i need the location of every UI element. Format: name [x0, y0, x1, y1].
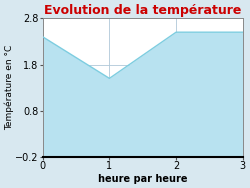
- Title: Evolution de la température: Evolution de la température: [44, 4, 242, 17]
- X-axis label: heure par heure: heure par heure: [98, 174, 188, 184]
- Y-axis label: Température en °C: Température en °C: [4, 45, 14, 130]
